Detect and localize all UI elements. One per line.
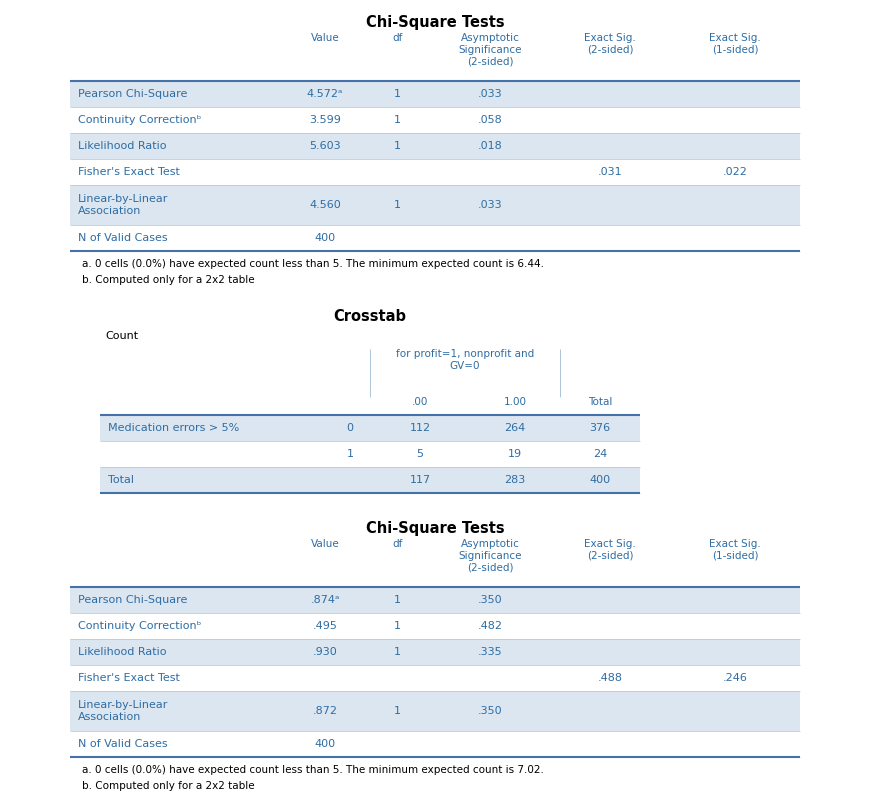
Text: 400: 400 xyxy=(315,233,336,243)
Text: a. 0 cells (0.0%) have expected count less than 5. The minimum expected count is: a. 0 cells (0.0%) have expected count le… xyxy=(82,765,544,775)
Text: .350: .350 xyxy=(478,595,502,605)
Text: Fisher's Exact Test: Fisher's Exact Test xyxy=(78,167,180,177)
Text: Fisher's Exact Test: Fisher's Exact Test xyxy=(78,673,180,683)
Bar xyxy=(70,665,800,691)
Bar xyxy=(70,81,800,107)
Text: Count: Count xyxy=(105,331,138,341)
Text: Continuity Correctionᵇ: Continuity Correctionᵇ xyxy=(78,115,201,125)
Text: .874ᵃ: .874ᵃ xyxy=(310,595,340,605)
Text: Continuity Correctionᵇ: Continuity Correctionᵇ xyxy=(78,621,201,631)
Text: Chi-Square Tests: Chi-Square Tests xyxy=(365,15,504,30)
Text: .033: .033 xyxy=(478,200,502,210)
Text: 19: 19 xyxy=(508,449,522,459)
Text: Exact Sig.
(2-sided): Exact Sig. (2-sided) xyxy=(584,539,636,561)
Bar xyxy=(100,441,640,467)
Text: Pearson Chi-Square: Pearson Chi-Square xyxy=(78,595,187,605)
Text: b. Computed only for a 2x2 table: b. Computed only for a 2x2 table xyxy=(82,275,255,285)
Text: N of Valid Cases: N of Valid Cases xyxy=(78,233,167,243)
Bar xyxy=(70,691,800,731)
Text: .495: .495 xyxy=(312,621,337,631)
Text: N of Valid Cases: N of Valid Cases xyxy=(78,739,167,749)
Text: 1: 1 xyxy=(394,141,401,151)
Text: .00: .00 xyxy=(412,397,428,407)
Text: 400: 400 xyxy=(589,475,610,485)
Text: 4.560: 4.560 xyxy=(310,200,341,210)
Bar xyxy=(70,613,800,639)
Bar xyxy=(70,639,800,665)
Text: .033: .033 xyxy=(478,89,502,99)
Text: 376: 376 xyxy=(589,423,610,433)
Text: Medication errors > 5%: Medication errors > 5% xyxy=(108,423,239,433)
Text: 283: 283 xyxy=(504,475,526,485)
Text: Total: Total xyxy=(588,397,612,407)
Bar xyxy=(70,107,800,133)
Bar xyxy=(100,467,640,493)
Text: .488: .488 xyxy=(597,673,623,683)
Text: 24: 24 xyxy=(593,449,607,459)
Text: 3.599: 3.599 xyxy=(309,115,341,125)
Text: Likelihood Ratio: Likelihood Ratio xyxy=(78,141,167,151)
Text: .246: .246 xyxy=(723,673,747,683)
Text: Total: Total xyxy=(108,475,134,485)
Text: .930: .930 xyxy=(313,647,337,657)
Text: Chi-Square Tests: Chi-Square Tests xyxy=(365,521,504,536)
Text: Exact Sig.
(2-sided): Exact Sig. (2-sided) xyxy=(584,33,636,55)
Text: .350: .350 xyxy=(478,706,502,716)
Text: Linear-by-Linear
Association: Linear-by-Linear Association xyxy=(78,195,168,216)
Text: .872: .872 xyxy=(312,706,337,716)
Text: 117: 117 xyxy=(410,475,431,485)
Text: 400: 400 xyxy=(315,739,336,749)
Text: 1: 1 xyxy=(394,595,401,605)
Bar xyxy=(70,731,800,757)
Bar xyxy=(100,415,640,441)
Text: 5.603: 5.603 xyxy=(310,141,341,151)
Text: Asymptotic
Significance
(2-sided): Asymptotic Significance (2-sided) xyxy=(459,33,521,66)
Text: 1: 1 xyxy=(394,89,401,99)
Text: 1: 1 xyxy=(346,449,353,459)
Text: 1: 1 xyxy=(394,115,401,125)
Text: Linear-by-Linear
Association: Linear-by-Linear Association xyxy=(78,700,168,722)
Text: 0: 0 xyxy=(346,423,353,433)
Text: Likelihood Ratio: Likelihood Ratio xyxy=(78,647,167,657)
Text: 4.572ᵃ: 4.572ᵃ xyxy=(307,89,344,99)
Text: .018: .018 xyxy=(478,141,502,151)
Text: Value: Value xyxy=(310,539,339,549)
Text: df: df xyxy=(392,539,403,549)
Text: for profit=1, nonprofit and
GV=0: for profit=1, nonprofit and GV=0 xyxy=(396,349,535,371)
Text: .335: .335 xyxy=(478,647,502,657)
Text: b. Computed only for a 2x2 table: b. Computed only for a 2x2 table xyxy=(82,781,255,791)
Text: Exact Sig.
(1-sided): Exact Sig. (1-sided) xyxy=(709,33,761,55)
Text: 1: 1 xyxy=(394,621,401,631)
Bar xyxy=(70,159,800,185)
Text: df: df xyxy=(392,33,403,43)
Text: 1: 1 xyxy=(394,647,401,657)
Text: 1: 1 xyxy=(394,200,401,210)
Text: 1.00: 1.00 xyxy=(503,397,527,407)
Text: .022: .022 xyxy=(723,167,747,177)
Bar xyxy=(70,225,800,251)
Text: 112: 112 xyxy=(410,423,431,433)
Text: Asymptotic
Significance
(2-sided): Asymptotic Significance (2-sided) xyxy=(459,539,521,572)
Text: a. 0 cells (0.0%) have expected count less than 5. The minimum expected count is: a. 0 cells (0.0%) have expected count le… xyxy=(82,259,544,269)
Bar xyxy=(70,587,800,613)
Text: .031: .031 xyxy=(597,167,623,177)
Text: Crosstab: Crosstab xyxy=(333,309,406,324)
Bar xyxy=(70,133,800,159)
Text: Exact Sig.
(1-sided): Exact Sig. (1-sided) xyxy=(709,539,761,561)
Text: 1: 1 xyxy=(394,706,401,716)
Text: 5: 5 xyxy=(417,449,424,459)
Text: 264: 264 xyxy=(504,423,526,433)
Text: .058: .058 xyxy=(478,115,502,125)
Bar xyxy=(70,185,800,225)
Text: Pearson Chi-Square: Pearson Chi-Square xyxy=(78,89,187,99)
Text: .482: .482 xyxy=(478,621,502,631)
Text: Value: Value xyxy=(310,33,339,43)
